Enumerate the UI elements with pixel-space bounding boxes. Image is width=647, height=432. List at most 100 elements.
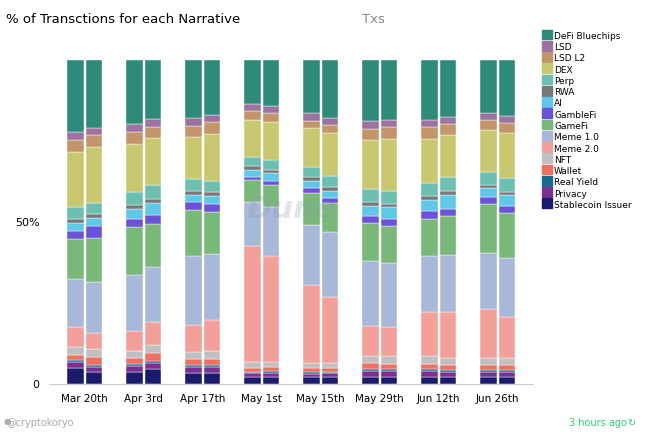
Bar <box>185 191 202 194</box>
Text: @cryptokoryo: @cryptokoryo <box>6 418 74 428</box>
Bar <box>480 370 496 372</box>
Bar <box>126 60 142 124</box>
Bar <box>440 195 456 209</box>
Bar <box>244 181 261 202</box>
Bar <box>499 378 516 384</box>
Bar <box>381 60 397 120</box>
Bar <box>185 352 202 359</box>
Bar <box>480 309 496 358</box>
Bar <box>126 359 142 365</box>
Bar <box>440 117 456 124</box>
Bar <box>480 184 496 188</box>
Bar <box>145 267 162 322</box>
Bar <box>322 368 338 372</box>
Bar <box>421 356 437 364</box>
Bar <box>362 140 378 189</box>
Bar <box>381 327 397 356</box>
Bar <box>126 330 142 350</box>
Bar <box>362 203 378 206</box>
Bar <box>303 121 320 127</box>
Bar <box>126 365 142 366</box>
Bar <box>499 358 516 365</box>
Bar <box>440 216 456 255</box>
Bar <box>362 223 378 261</box>
Bar <box>303 193 320 225</box>
Text: ↻: ↻ <box>628 418 636 428</box>
Bar <box>204 365 221 367</box>
Bar <box>362 261 378 326</box>
Bar <box>381 191 397 204</box>
Bar <box>263 367 280 371</box>
Bar <box>499 116 516 123</box>
Bar <box>86 333 102 349</box>
Bar <box>86 214 102 219</box>
Bar <box>303 374 320 377</box>
Bar <box>145 361 162 363</box>
Bar <box>86 203 102 214</box>
Bar <box>440 60 456 117</box>
Bar <box>244 157 261 166</box>
Bar <box>480 197 496 204</box>
Bar <box>86 60 102 127</box>
Bar <box>322 203 338 232</box>
Bar <box>145 185 162 199</box>
Bar <box>421 211 437 219</box>
Bar <box>67 239 83 279</box>
Bar <box>362 189 378 203</box>
Bar <box>322 377 338 384</box>
Bar <box>322 60 338 118</box>
Bar <box>322 298 338 362</box>
Bar <box>421 200 437 211</box>
Bar <box>145 119 162 127</box>
Bar <box>362 369 378 371</box>
Bar <box>381 127 397 139</box>
Bar <box>263 173 280 181</box>
Bar <box>322 125 338 133</box>
Bar <box>362 377 378 384</box>
Bar <box>204 254 221 320</box>
Bar <box>126 219 142 227</box>
Bar <box>145 138 162 185</box>
Bar <box>322 191 338 198</box>
Bar <box>499 195 516 206</box>
Bar <box>86 147 102 203</box>
Bar <box>480 365 496 370</box>
Bar <box>263 105 280 113</box>
Bar <box>244 368 261 372</box>
Bar <box>322 198 338 203</box>
Bar <box>499 213 516 258</box>
Text: 3 hours ago: 3 hours ago <box>569 418 627 428</box>
Bar <box>421 183 437 196</box>
Bar <box>244 166 261 169</box>
Bar <box>381 364 397 369</box>
Bar <box>86 349 102 357</box>
Bar <box>480 130 496 172</box>
Bar <box>480 253 496 309</box>
Bar <box>440 372 456 377</box>
Bar <box>185 202 202 210</box>
Bar <box>480 204 496 253</box>
Bar <box>185 359 202 365</box>
Bar <box>480 377 496 384</box>
Bar <box>440 191 456 195</box>
Bar <box>440 135 456 177</box>
Bar <box>67 355 83 360</box>
Text: % of Transctions for each Narrative: % of Transctions for each Narrative <box>6 13 241 26</box>
Bar <box>244 202 261 246</box>
Bar <box>204 192 221 196</box>
Bar <box>440 312 456 358</box>
Bar <box>263 377 280 384</box>
Bar <box>440 365 456 370</box>
Bar <box>263 362 280 367</box>
Bar <box>440 377 456 384</box>
Bar <box>145 60 162 119</box>
Bar <box>145 353 162 361</box>
Bar <box>362 121 378 129</box>
Bar <box>145 199 162 203</box>
Bar <box>421 127 437 139</box>
Bar <box>204 212 221 254</box>
Bar <box>303 368 320 372</box>
Bar <box>145 322 162 345</box>
Bar <box>244 121 261 157</box>
Bar <box>185 373 202 384</box>
